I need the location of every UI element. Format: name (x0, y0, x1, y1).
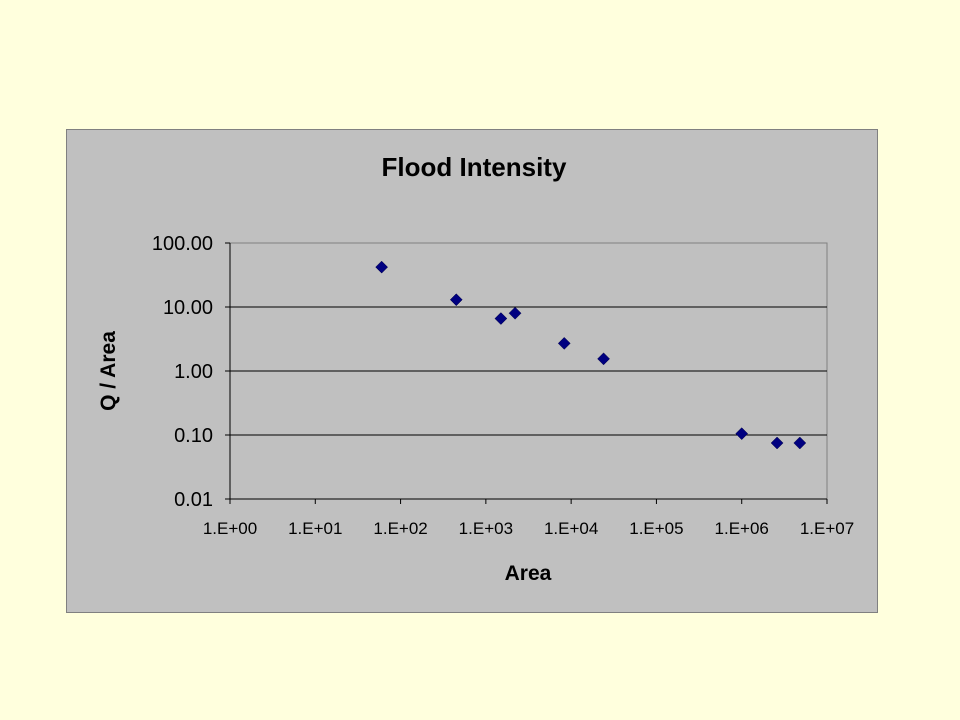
data-point (557, 337, 571, 350)
x-axis-label: Area (505, 562, 552, 585)
data-point (770, 436, 784, 450)
data-point (494, 312, 508, 325)
x-axis-ticks: 1.E+00 1.E+01 1.E+02 1.E+03 1.E+04 1.E+05 1.E+… (203, 499, 854, 538)
x-tick-label: 1.E+06 (715, 519, 769, 538)
gridlines (230, 306, 827, 436)
data-point (449, 293, 463, 307)
chart-area: Flood Intensity 100.00 10.00 1.00 0.10 0.01 … (66, 129, 878, 613)
y-tick-label: 100.00 (152, 233, 213, 255)
y-tick-label: 0.10 (174, 425, 213, 447)
y-tick-label: 0.01 (174, 489, 213, 511)
x-tick-label: 1.E+04 (544, 519, 598, 538)
data-point (508, 306, 522, 320)
x-tick-label: 1.E+07 (800, 519, 854, 538)
x-tick-label: 1.E+05 (629, 519, 683, 538)
data-point (735, 427, 749, 440)
x-tick-label: 1.E+03 (459, 519, 513, 538)
data-point (793, 436, 807, 450)
y-axis-ticks: 100.00 10.00 1.00 0.10 0.01 (152, 233, 230, 511)
x-tick-label: 1.E+02 (373, 519, 427, 538)
chart-canvas: Flood Intensity 100.0010.001.000.100.01 … (97, 152, 854, 585)
x-tick-label: 1.E+01 (288, 519, 342, 538)
x-tick-label: 1.E+00 (203, 519, 257, 538)
data-point (597, 352, 610, 366)
data-point (375, 260, 389, 274)
y-tick-label: 1.00 (174, 361, 213, 383)
y-axis-label: Q / Area (97, 331, 120, 411)
data-series (375, 260, 807, 450)
y-tick-label: 10.00 (163, 297, 213, 319)
chart-title: Flood Intensity (382, 152, 567, 182)
